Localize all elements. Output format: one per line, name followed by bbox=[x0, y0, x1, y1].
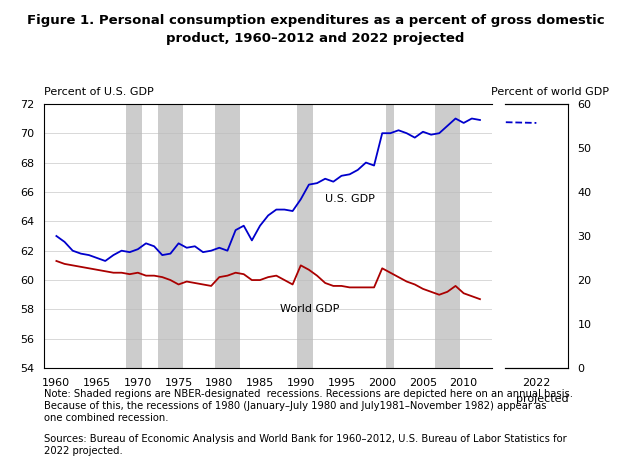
Bar bbox=[386, 104, 394, 368]
Text: Percent of U.S. GDP: Percent of U.S. GDP bbox=[44, 87, 154, 97]
Bar bbox=[297, 104, 313, 368]
Text: Figure 1. Personal consumption expenditures as a percent of gross domestic: Figure 1. Personal consumption expenditu… bbox=[27, 14, 604, 27]
Text: Sources: Bureau of Economic Analysis and World Bank for 1960–2012, U.S. Bureau o: Sources: Bureau of Economic Analysis and… bbox=[44, 434, 567, 456]
Text: Percent of world GDP: Percent of world GDP bbox=[491, 87, 609, 97]
Text: product, 1960–2012 and 2022 projected: product, 1960–2012 and 2022 projected bbox=[167, 32, 464, 45]
Bar bbox=[435, 104, 459, 368]
Bar bbox=[126, 104, 142, 368]
Bar bbox=[158, 104, 182, 368]
Text: projected: projected bbox=[516, 394, 569, 404]
Text: World GDP: World GDP bbox=[280, 304, 339, 314]
Text: Note: Shaded regions are NBER-designated  recessions. Recessions are depicted he: Note: Shaded regions are NBER-designated… bbox=[44, 389, 573, 422]
Bar bbox=[215, 104, 240, 368]
Text: U.S. GDP: U.S. GDP bbox=[325, 194, 375, 204]
